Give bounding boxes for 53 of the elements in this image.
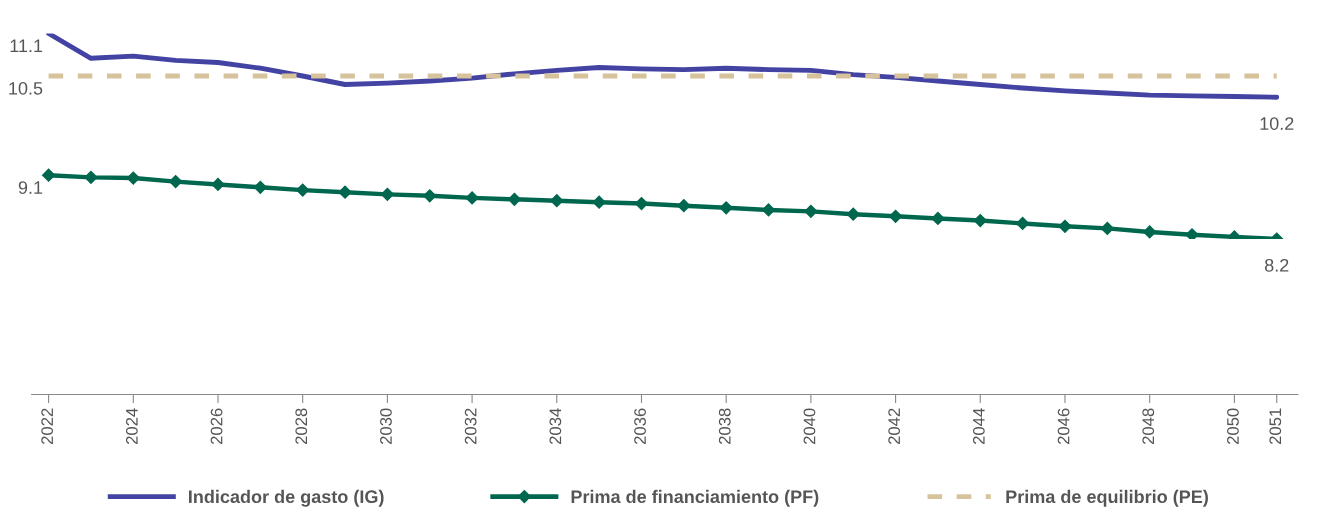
point bbox=[677, 199, 691, 213]
point bbox=[888, 209, 903, 223]
x-tick-label: 2051 bbox=[1269, 408, 1282, 444]
point bbox=[253, 180, 267, 194]
point bbox=[846, 207, 860, 221]
point bbox=[423, 189, 437, 203]
point bbox=[42, 168, 56, 182]
data-label: 11.1 bbox=[10, 39, 43, 53]
point bbox=[169, 175, 183, 189]
point bbox=[507, 192, 522, 206]
point bbox=[1143, 225, 1157, 239]
data-label: 8.2 bbox=[1264, 258, 1289, 272]
x-tick-label: 2040 bbox=[803, 408, 816, 444]
x-tick-label: 2050 bbox=[1227, 408, 1239, 444]
point bbox=[126, 171, 140, 185]
point bbox=[211, 177, 225, 192]
x-tick-label: 2038 bbox=[718, 408, 731, 444]
point bbox=[550, 194, 564, 208]
data-label: 10.5 bbox=[9, 81, 43, 95]
x-tick-label: 2022 bbox=[41, 408, 54, 444]
point bbox=[634, 196, 649, 211]
x-tick-label: 2026 bbox=[210, 408, 223, 444]
point bbox=[804, 204, 818, 218]
point bbox=[1185, 228, 1199, 240]
point bbox=[1227, 230, 1241, 240]
legend-label: Prima de financiamiento (PF) bbox=[571, 489, 819, 507]
point bbox=[296, 183, 310, 197]
point bbox=[592, 195, 606, 209]
point bbox=[719, 201, 733, 215]
legend-label: Indicador de gasto (IG) bbox=[189, 489, 384, 507]
x-tick-label: 2044 bbox=[972, 408, 985, 444]
point bbox=[84, 170, 98, 184]
point bbox=[761, 203, 776, 217]
point bbox=[931, 211, 945, 226]
x-tick-label: 2032 bbox=[464, 408, 477, 444]
data-label: 10.2 bbox=[1260, 117, 1294, 130]
x-tick-label: 2046 bbox=[1057, 408, 1070, 444]
legend-label: Prima de equilibrio (PE) bbox=[1006, 489, 1208, 507]
x-tick-label: 2048 bbox=[1142, 408, 1155, 444]
x-tick-label: 2036 bbox=[634, 408, 646, 444]
x-tick-label: 2030 bbox=[380, 408, 392, 444]
x-tick-label: 2042 bbox=[888, 408, 901, 444]
x-tick-label: 2024 bbox=[125, 408, 138, 444]
point bbox=[1016, 216, 1030, 231]
point bbox=[338, 185, 352, 199]
point bbox=[380, 187, 394, 201]
point bbox=[1058, 219, 1072, 233]
point bbox=[465, 191, 479, 205]
point bbox=[973, 213, 987, 228]
x-tick-label: 2034 bbox=[549, 408, 562, 444]
x-tick-label: 2028 bbox=[295, 408, 308, 444]
data-label: 9.1 bbox=[18, 181, 43, 194]
point bbox=[1100, 221, 1114, 235]
